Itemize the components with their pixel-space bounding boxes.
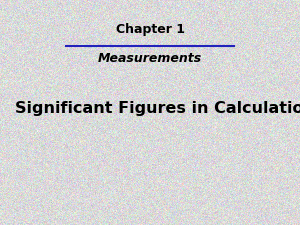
Text: Chapter 1: Chapter 1 [116,23,184,36]
Text: Significant Figures in Calculations: Significant Figures in Calculations [15,101,300,115]
Text: Measurements: Measurements [98,52,202,65]
